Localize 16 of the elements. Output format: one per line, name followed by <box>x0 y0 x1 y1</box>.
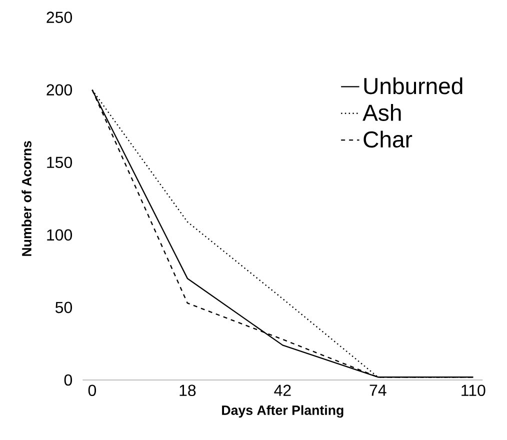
y-tick-label: 250 <box>46 12 72 23</box>
y-axis-title: Number of Acorns <box>22 141 32 256</box>
x-axis-title: Days After Planting <box>222 405 344 418</box>
y-tick-label: 100 <box>47 229 72 241</box>
x-tick-label: 110 <box>462 384 486 396</box>
x-tick-label: 18 <box>180 384 196 396</box>
x-tick-label: 0 <box>88 384 96 396</box>
legend-label: Char <box>364 130 412 148</box>
y-tick-label: 50 <box>55 302 72 314</box>
legend-label: Unburned <box>364 77 462 94</box>
legend-label: Ash <box>362 104 401 121</box>
y-tick-label: 0 <box>64 374 72 386</box>
x-tick-label: 74 <box>370 384 386 396</box>
x-tick-label: 42 <box>274 384 291 396</box>
y-tick-label: 150 <box>47 156 72 168</box>
y-tick-label: 200 <box>46 84 72 96</box>
